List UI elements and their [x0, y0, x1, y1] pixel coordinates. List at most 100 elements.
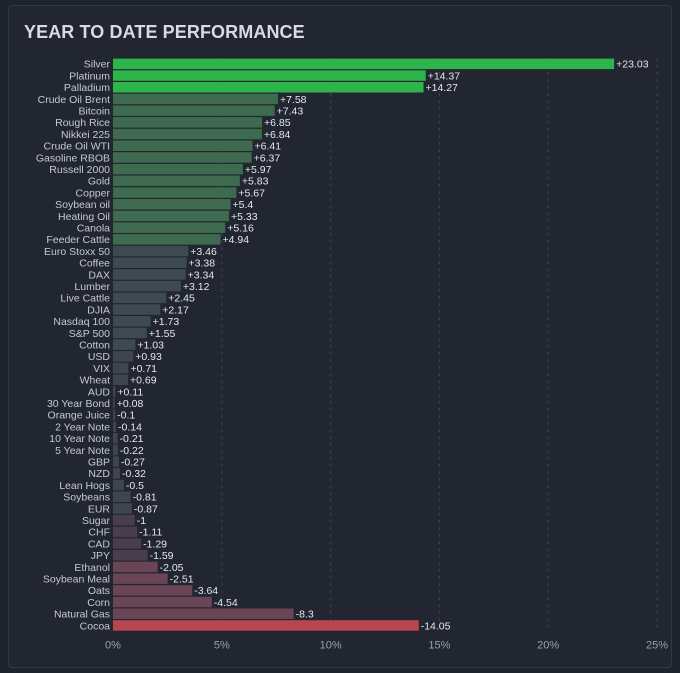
category-label: EUR: [88, 503, 111, 515]
bar: [113, 245, 189, 257]
value-label: +3.34: [188, 269, 215, 281]
category-label: NZD: [88, 468, 110, 480]
bar: [113, 362, 129, 374]
bar: [113, 409, 116, 421]
bar: [113, 468, 120, 479]
bar: [113, 316, 151, 327]
bar: [113, 280, 181, 292]
bar: [113, 386, 116, 397]
bar: [113, 538, 142, 549]
value-label: +0.69: [130, 375, 157, 387]
category-label: CHF: [88, 527, 110, 539]
category-label: Crude Oil WTI: [43, 141, 110, 153]
bar: [113, 304, 161, 315]
category-label: Canola: [77, 222, 110, 234]
category-label: Cocoa: [80, 620, 111, 632]
bar: [113, 421, 117, 432]
category-label: Soybean Meal: [43, 573, 110, 585]
value-label: -0.1: [117, 410, 135, 422]
value-label: -0.22: [120, 445, 144, 457]
bar: [113, 82, 424, 93]
value-label: +0.11: [117, 386, 143, 398]
value-label: -14.05: [421, 620, 451, 632]
x-tick-label: 15%: [428, 639, 450, 651]
bar: [113, 210, 229, 222]
x-tick-label: 20%: [537, 639, 559, 651]
value-label: +4.94: [222, 234, 249, 246]
category-label: Lumber: [74, 281, 110, 293]
value-label: -0.32: [122, 468, 146, 480]
category-label: Oats: [88, 585, 110, 597]
value-label: +14.27: [426, 82, 459, 94]
category-label: Gold: [88, 176, 110, 188]
value-label: +6.41: [254, 141, 281, 153]
category-label: Soybean oil: [55, 199, 110, 211]
chart-title: YEAR TO DATE PERFORMANCE: [24, 22, 305, 42]
bar: [113, 608, 294, 619]
value-label: -0.87: [134, 503, 158, 515]
category-label: Lean Hogs: [59, 480, 110, 492]
x-tick-label: 5%: [214, 639, 230, 651]
value-label: -0.14: [118, 421, 142, 433]
bar: [113, 175, 240, 187]
value-label: -0.21: [120, 433, 144, 445]
category-label: 5 Year Note: [55, 445, 110, 457]
category-label: Orange Juice: [48, 410, 111, 422]
bar: [113, 491, 131, 502]
category-label: Copper: [76, 187, 111, 199]
category-label: Bitcoin: [78, 105, 110, 117]
value-label: +2.45: [168, 293, 195, 305]
category-label: Natural Gas: [54, 609, 110, 621]
bar: [113, 199, 231, 210]
category-label: DJIA: [87, 304, 110, 316]
value-label: +3.46: [190, 246, 217, 258]
bar: [113, 514, 135, 526]
bar: [113, 503, 132, 514]
value-label: +1.55: [149, 328, 176, 340]
value-label: +0.08: [117, 398, 144, 410]
bar: [113, 573, 168, 584]
category-label: 10 Year Note: [49, 433, 110, 445]
bar: [113, 351, 134, 362]
value-label: +14.37: [428, 70, 461, 82]
value-label: -1.59: [150, 550, 174, 562]
value-label: -0.5: [126, 480, 144, 492]
category-label: GBP: [88, 456, 110, 468]
bar: [113, 257, 187, 268]
bar: [113, 152, 252, 163]
category-label: Crude Oil Brent: [38, 94, 110, 106]
value-label: +7.43: [277, 105, 304, 117]
bar: [113, 479, 124, 491]
category-label: Soybeans: [63, 492, 110, 504]
bar: [113, 222, 226, 233]
value-label: +5.16: [227, 222, 254, 234]
x-tick-label: 0%: [105, 639, 121, 651]
value-label: +6.85: [264, 117, 291, 129]
value-label: +0.71: [130, 363, 157, 375]
category-label: Coffee: [79, 258, 110, 270]
category-label: Euro Stoxx 50: [44, 246, 110, 258]
bar: [113, 561, 158, 573]
value-label: +3.38: [189, 258, 216, 270]
category-label: JPY: [91, 550, 110, 562]
value-label: +0.93: [135, 351, 162, 363]
value-label: -1.11: [139, 527, 162, 539]
value-label: -2.05: [160, 562, 184, 574]
category-label: Ethanol: [74, 562, 110, 574]
bar: [113, 596, 212, 608]
value-label: -3.64: [194, 585, 218, 597]
category-label: AUD: [88, 386, 111, 398]
category-label: Silver: [84, 59, 111, 71]
bar: [113, 187, 237, 198]
bar: [113, 444, 118, 456]
value-label: +5.83: [242, 176, 269, 188]
bar: [113, 620, 419, 631]
bar: [113, 327, 147, 339]
value-label: -4.54: [214, 597, 238, 609]
bar: [113, 234, 221, 245]
bar: [113, 292, 167, 304]
category-label: Nikkei 225: [61, 129, 110, 141]
bar: [113, 58, 615, 70]
category-label: 30 Year Bond: [47, 398, 110, 410]
